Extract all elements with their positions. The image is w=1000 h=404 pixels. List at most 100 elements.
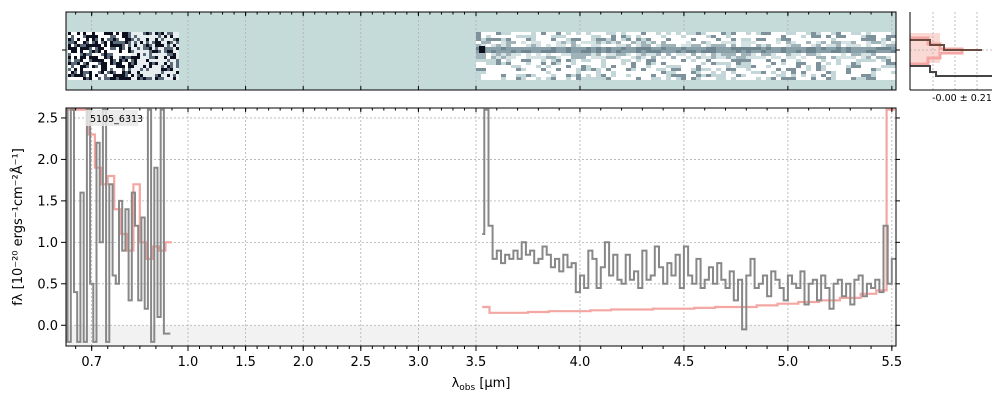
spectrum-2d-pixel [856,41,861,44]
spectrum-2d-pixel [122,38,125,41]
spectrum-2d-pixel [796,68,801,71]
spectrum-2d-pixel [711,47,716,50]
spectrum-2d-pixel [516,56,521,59]
spectrum-2d-pixel [656,68,661,71]
spectrum-2d-pixel [731,47,736,50]
spectrum-2d-pixel [646,68,651,71]
spectrum-2d-pixel [146,77,149,80]
spectrum-2d-pixel [671,68,676,71]
spectrum-2d-pixel [631,74,636,77]
spectrum-2d-pixel [611,41,616,44]
spectrum-2d-pixel [886,62,891,65]
spectrum-2d-pixel [116,53,119,56]
spectrum-2d-pixel [786,56,791,59]
spectrum-2d-pixel [646,53,651,56]
spectrum-2d-pixel [476,44,481,47]
spectrum-2d-pixel [686,47,691,50]
spectrum-2d-pixel [516,65,521,68]
spectrum-2d-pixel [71,77,74,80]
spectrum-2d-pixel [801,74,806,77]
spectrum-2d-pixel [128,50,131,53]
spectrum-2d-pixel [526,38,531,41]
spectrum-2d-pixel [606,47,611,50]
spectrum-2d-pixel [501,44,506,47]
spectrum-2d-pixel [681,74,686,77]
spectrum-2d-pixel [746,71,751,74]
spectrum-2d-pixel [110,59,113,62]
spectrum-2d-pixel [706,50,711,53]
spectrum-2d-pixel [736,32,741,35]
spectrum-2d-pixel [571,74,576,77]
spectrum-2d-pixel [811,41,816,44]
spectrum-2d-pixel [721,38,726,41]
spectrum-2d-pixel [101,47,104,50]
spectrum-2d-pixel [125,56,128,59]
spectrum-2d-pixel [516,38,521,41]
spectrum-2d-pixel [706,77,711,80]
spectrum-2d-pixel [706,32,711,35]
spectrum-2d-pixel [89,53,92,56]
spectrum-2d-pixel [95,47,98,50]
spectrum-2d-pixel [125,47,128,50]
spectrum-2d-pixel [606,71,611,74]
spectrum-2d-pixel [776,59,781,62]
spectrum-2d-pixel [486,59,491,62]
spectrum-2d-pixel [176,74,179,77]
spectrum-2d-pixel [891,47,896,50]
spectrum-2d-pixel [536,47,541,50]
spectrum-2d-pixel [155,71,158,74]
spectrum-2d-pixel [173,71,176,74]
spectrum-2d-pixel [546,41,551,44]
spectrum-2d-pixel [696,74,701,77]
spectrum-2d-pixel [119,77,122,80]
spectrum-2d-pixel [80,59,83,62]
spectrum-2d-pixel [631,77,636,80]
spectrum-2d-pixel [721,77,726,80]
spectrum-2d-pixel [77,38,80,41]
spectrum-2d-pixel [125,35,128,38]
spectrum-2d-pixel [131,44,134,47]
spectrum-2d-pixel [571,32,576,35]
spectrum-2d-pixel [646,62,651,65]
spectrum-2d-pixel [861,35,866,38]
spectrum-2d-pixel [158,65,161,68]
spectrum-2d-pixel [89,65,92,68]
spectrum-2d-pixel [761,68,766,71]
spectrum-2d-pixel [766,41,771,44]
spectrum-2d-pixel [576,65,581,68]
spectrum-2d-pixel [811,32,816,35]
spectrum-2d-pixel [161,41,164,44]
spectrum-2d-pixel [781,41,786,44]
spectrum-2d-pixel [696,47,701,50]
spectrum-2d-pixel [496,32,501,35]
spectrum-2d-pixel [576,74,581,77]
spectrum-2d-pixel [158,71,161,74]
spectrum-2d-pixel [137,38,140,41]
spectrum-2d-pixel [170,32,173,35]
spectrum-2d-pixel [776,50,781,53]
spectrum-2d-pixel [486,62,491,65]
spectrum-2d-pixel [651,50,656,53]
spectrum-2d-pixel [726,50,731,53]
spectrum-2d-pixel [526,53,531,56]
spectrum-2d-pixel [576,53,581,56]
spectrum-2d-pixel [161,35,164,38]
spectrum-2d-pixel [706,53,711,56]
spectrum-2d-pixel [143,68,146,71]
spectrum-2d-pixel [806,32,811,35]
spectrum-2d-pixel [571,68,576,71]
spectrum-2d-pixel [706,56,711,59]
spectrum-2d-pixel [158,59,161,62]
spectrum-2d-pixel [143,59,146,62]
spectrum-2d-pixel [92,35,95,38]
spectrum-2d-pixel [846,32,851,35]
spectrum-2d-pixel [98,68,101,71]
spectrum-2d-pixel [791,56,796,59]
spectrum-2d-pixel [125,77,128,80]
spectrum-2d-pixel [711,68,716,71]
spectrum-2d-pixel [766,74,771,77]
spectrum-2d-pixel [74,50,77,53]
spectrum-2d-pixel [113,68,116,71]
spectrum-2d-pixel [131,62,134,65]
spectrum-2d-pixel [516,47,521,50]
